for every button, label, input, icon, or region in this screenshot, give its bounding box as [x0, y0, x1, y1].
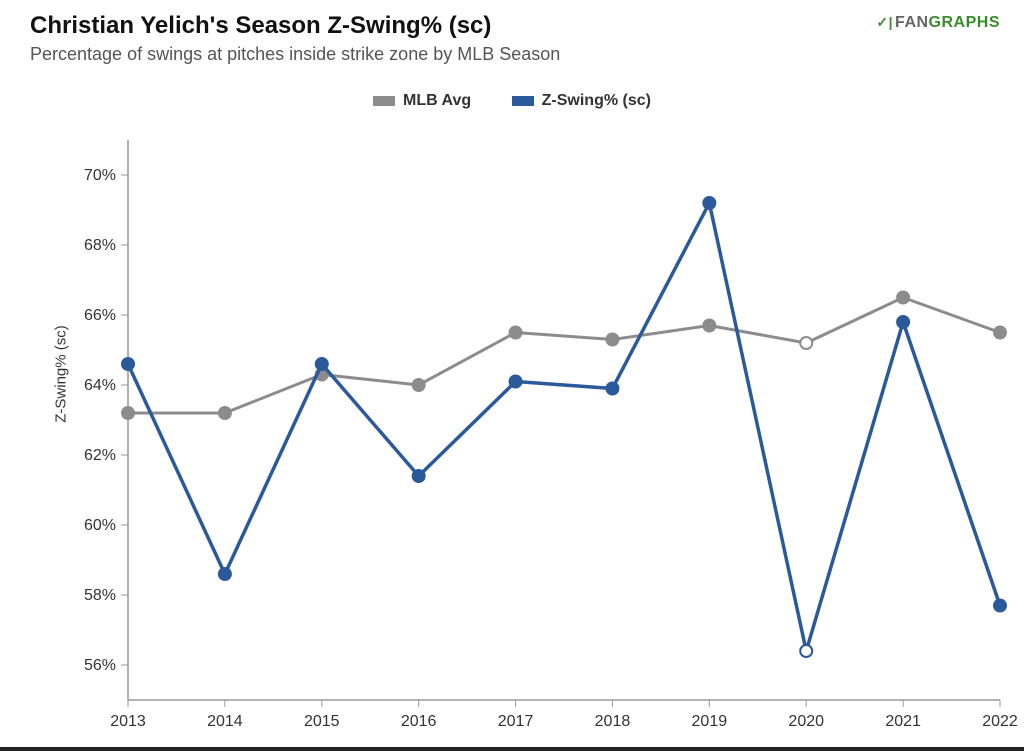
- y-tick-label: 60%: [84, 517, 116, 534]
- data-point[interactable]: [316, 358, 328, 370]
- y-tick-label: 56%: [84, 657, 116, 674]
- data-point[interactable]: [800, 645, 812, 657]
- data-point[interactable]: [510, 327, 522, 339]
- x-tick-label: 2013: [110, 713, 146, 730]
- x-tick-label: 2020: [788, 713, 824, 730]
- x-tick-label: 2018: [595, 713, 631, 730]
- x-tick-label: 2022: [982, 713, 1018, 730]
- data-point[interactable]: [510, 376, 522, 388]
- data-point[interactable]: [897, 292, 909, 304]
- y-tick-label: 62%: [84, 447, 116, 464]
- x-tick-label: 2021: [885, 713, 921, 730]
- y-tick-label: 66%: [84, 307, 116, 324]
- data-point[interactable]: [413, 470, 425, 482]
- y-tick-label: 68%: [84, 237, 116, 254]
- x-tick-label: 2019: [692, 713, 728, 730]
- x-tick-label: 2014: [207, 713, 243, 730]
- x-tick-label: 2017: [498, 713, 534, 730]
- x-tick-label: 2016: [401, 713, 437, 730]
- data-point[interactable]: [994, 600, 1006, 612]
- x-tick-label: 2015: [304, 713, 340, 730]
- data-point[interactable]: [606, 383, 618, 395]
- series-line: [128, 203, 1000, 651]
- chart-container: ✓|FANGRAPHS Christian Yelich's Season Z-…: [0, 0, 1024, 751]
- data-point[interactable]: [606, 334, 618, 346]
- data-point[interactable]: [219, 568, 231, 580]
- y-tick-label: 58%: [84, 587, 116, 604]
- y-tick-label: 70%: [84, 167, 116, 184]
- data-point[interactable]: [703, 320, 715, 332]
- data-point[interactable]: [413, 379, 425, 391]
- data-point[interactable]: [800, 337, 812, 349]
- data-point[interactable]: [219, 407, 231, 419]
- data-point[interactable]: [703, 197, 715, 209]
- y-tick-label: 64%: [84, 377, 116, 394]
- data-point[interactable]: [994, 327, 1006, 339]
- series-line: [128, 298, 1000, 414]
- data-point[interactable]: [122, 358, 134, 370]
- data-point[interactable]: [897, 316, 909, 328]
- chart-svg: 56% 58% 60% 62% 64% 66% 68% 70% 2013 2014 2015 2016…: [0, 0, 1024, 751]
- data-point[interactable]: [122, 407, 134, 419]
